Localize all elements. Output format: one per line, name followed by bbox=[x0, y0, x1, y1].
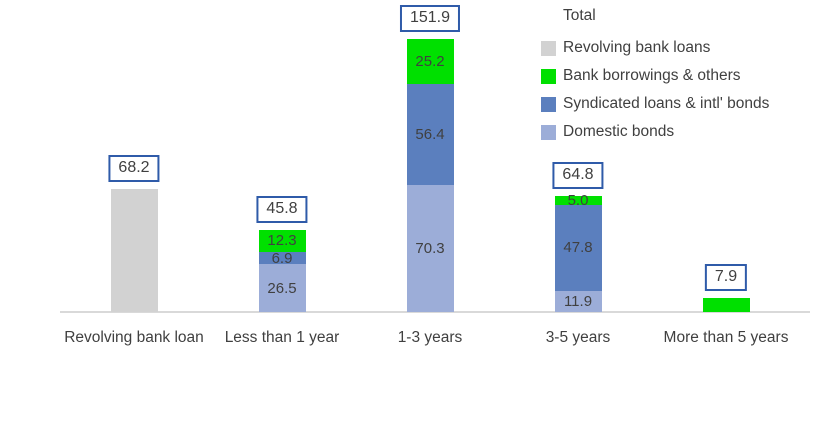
x-axis-category-label: 3-5 years bbox=[545, 329, 611, 346]
legend-title: Total bbox=[563, 7, 596, 24]
bar-segment bbox=[702, 297, 750, 312]
legend-item: Syndicated loans & intl' bonds bbox=[541, 90, 769, 118]
segment-value-label: 6.9 bbox=[271, 249, 293, 267]
segment-value-label: 25.2 bbox=[415, 52, 445, 70]
x-axis-category-label: More than 5 years bbox=[663, 329, 789, 346]
bar-segment bbox=[110, 189, 158, 312]
total-label-box: 151.9 bbox=[399, 4, 461, 32]
bar-segment: 6.9 bbox=[258, 249, 306, 267]
total-label-box: 45.8 bbox=[256, 195, 308, 223]
total-label-box: 7.9 bbox=[704, 263, 748, 291]
x-axis-line bbox=[60, 311, 810, 313]
bar-segment: 56.4 bbox=[406, 83, 454, 186]
bar-segment: 47.8 bbox=[554, 204, 602, 291]
x-axis-category-label: Less than 1 year bbox=[224, 329, 340, 346]
segment-value-label: 70.3 bbox=[415, 240, 445, 258]
total-label-box: 68.2 bbox=[108, 155, 160, 183]
legend-swatch-icon bbox=[541, 124, 556, 140]
legend-swatch-icon bbox=[541, 68, 556, 84]
bar-segment: 5.0 bbox=[554, 191, 602, 209]
legend-item-label: Bank borrowings & others bbox=[563, 67, 741, 85]
legend-item-label: Revolving bank loans bbox=[563, 39, 711, 57]
legend-swatch-icon bbox=[541, 96, 556, 112]
segment-value-label: 5.0 bbox=[567, 191, 589, 209]
segment-value-label: 47.8 bbox=[563, 239, 593, 257]
legend-item-label: Syndicated loans & intl' bonds bbox=[563, 95, 770, 113]
legend: Total Revolving bank loans Bank borrowing… bbox=[541, 6, 769, 146]
total-label-box: 64.8 bbox=[552, 161, 604, 189]
legend-item: Revolving bank loans bbox=[541, 34, 769, 62]
bar-segment: 70.3 bbox=[406, 185, 454, 312]
segment-value-label: 26.5 bbox=[267, 279, 297, 297]
legend-item-label: Domestic bonds bbox=[563, 123, 675, 141]
segment-value-label: 11.9 bbox=[563, 292, 593, 310]
x-axis-category-label: 1-3 years bbox=[397, 329, 463, 346]
segment-value-label: 12.3 bbox=[267, 232, 297, 250]
x-axis-category-label: Revolving bank loan bbox=[64, 329, 204, 346]
bar-segment: 11.9 bbox=[554, 290, 602, 312]
bar-segment: 25.2 bbox=[406, 38, 454, 84]
segment-value-label: 56.4 bbox=[415, 126, 445, 144]
bar-segment: 26.5 bbox=[258, 264, 306, 312]
legend-items: Revolving bank loans Bank borrowings & ot… bbox=[541, 34, 769, 146]
bar-segment: 12.3 bbox=[258, 229, 306, 252]
legend-item: Domestic bonds bbox=[541, 118, 769, 146]
legend-item: Bank borrowings & others bbox=[541, 62, 769, 90]
legend-swatch-icon bbox=[541, 40, 556, 56]
